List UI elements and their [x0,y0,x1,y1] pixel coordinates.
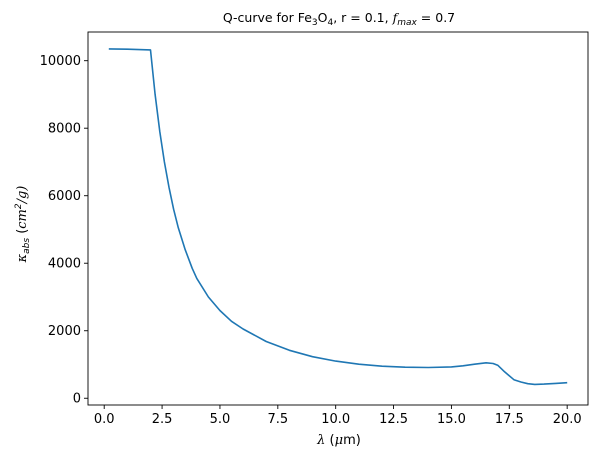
series-line [108,48,568,386]
x-tick-label: 10.0 [321,412,350,427]
x-tick-label: 20.0 [553,412,582,427]
x-axis-label: λ (μm) [316,433,361,448]
plot-frame [87,31,589,406]
y-tick-label: 10000 [40,54,81,69]
x-tick-label: 15.0 [437,412,466,427]
x-tick-label: 0.0 [94,412,115,427]
x-tick-label: 7.5 [267,412,288,427]
y-tick-label: 0 [73,392,81,407]
x-tick-label: 5.0 [210,412,231,427]
y-axis-label: κabs (cm2/g) [14,186,32,264]
x-tick-label: 2.5 [152,412,173,427]
x-tick-label: 17.5 [495,412,524,427]
chart-title: Q-curve for Fe3O4, r = 0.1, fmax = 0.7 [223,10,455,28]
plot-layer: 0.0 2.5 5.0 7.5 10.0 12.5 15.0 17.5 20.0 0 2000 400… [40,31,589,427]
y-tick-label: 2000 [48,324,81,339]
x-tick-label: 12.5 [379,412,408,427]
y-tick-label: 8000 [48,122,81,137]
y-tick-label: 4000 [48,257,81,272]
y-tick-label: 6000 [48,189,81,204]
